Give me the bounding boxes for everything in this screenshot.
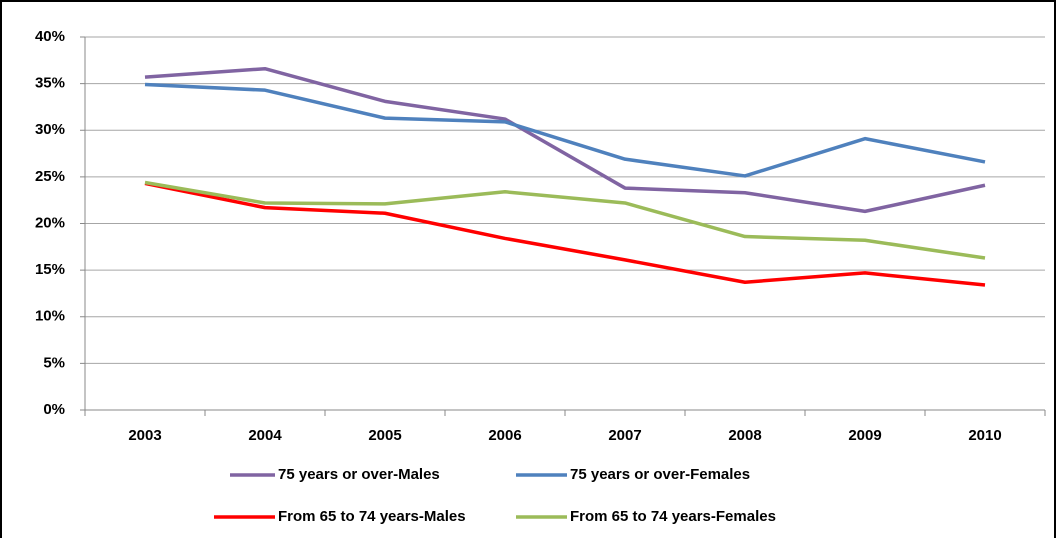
- y-tick-label: 0%: [43, 401, 65, 418]
- y-tick-label: 30%: [35, 121, 65, 138]
- legend-label: From 65 to 74 years-Females: [570, 508, 776, 525]
- y-tick-label: 40%: [35, 28, 65, 45]
- x-tick-label: 2010: [968, 427, 1001, 444]
- x-tick-label: 2004: [248, 427, 282, 444]
- legend-label: From 65 to 74 years-Males: [278, 508, 466, 525]
- y-tick-label: 35%: [35, 75, 65, 92]
- x-tick-label: 2003: [128, 427, 161, 444]
- x-tick-label: 2006: [488, 427, 521, 444]
- y-tick-label: 25%: [35, 168, 65, 185]
- y-tick-label: 20%: [35, 214, 65, 231]
- y-tick-label: 15%: [35, 261, 65, 278]
- y-tick-label: 10%: [35, 308, 65, 325]
- x-tick-label: 2007: [608, 427, 641, 444]
- series-line: [144, 181, 986, 287]
- legend-label: 75 years or over-Females: [570, 466, 750, 483]
- series-line: [144, 66, 986, 214]
- y-tick-label: 5%: [43, 354, 65, 371]
- x-tick-label: 2009: [848, 427, 881, 444]
- x-tick-label: 2008: [728, 427, 761, 444]
- series-line: [144, 82, 986, 178]
- series-line: [144, 180, 986, 260]
- legend-label: 75 years or over-Males: [278, 466, 440, 483]
- x-tick-label: 2005: [368, 427, 401, 444]
